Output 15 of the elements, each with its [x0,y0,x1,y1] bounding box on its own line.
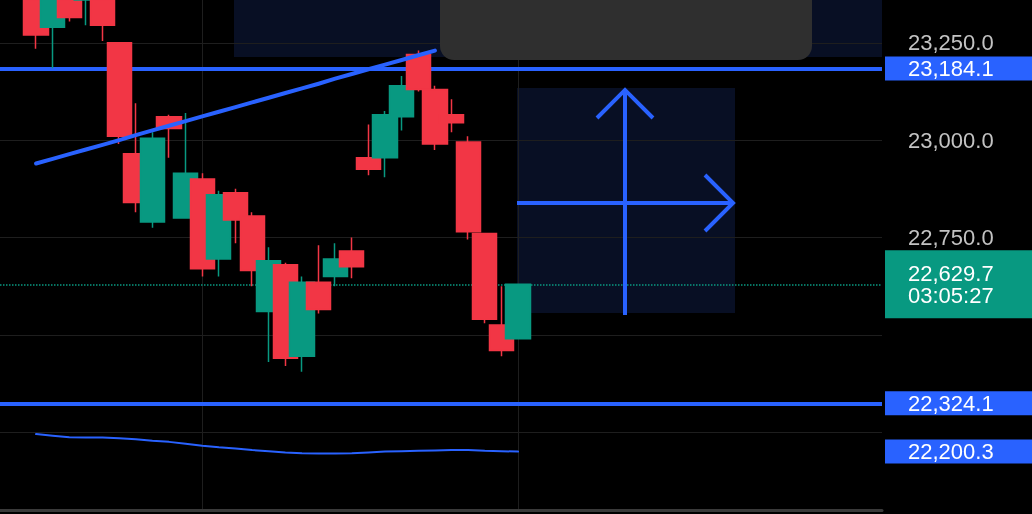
y-tick-label: 23,000.0 [908,127,994,153]
ref-line-label: 22,629.7 03:05:27 [908,260,994,308]
candlestick [56,0,83,23]
ref-line-label: 22,324.1 [908,390,994,416]
candlestick [305,244,332,315]
text: 22,200.3 [908,439,994,465]
y-tick-label: 22,750.0 [908,224,994,250]
ref-line-label: 23,184.1 [908,55,994,81]
candlestick [338,236,365,280]
candlestick [355,123,382,176]
candlestick [106,42,133,145]
candlestick [139,131,166,229]
line-series [35,433,520,455]
candlestick [89,0,116,42]
y-tick-label: 23,250.0 [908,30,994,56]
